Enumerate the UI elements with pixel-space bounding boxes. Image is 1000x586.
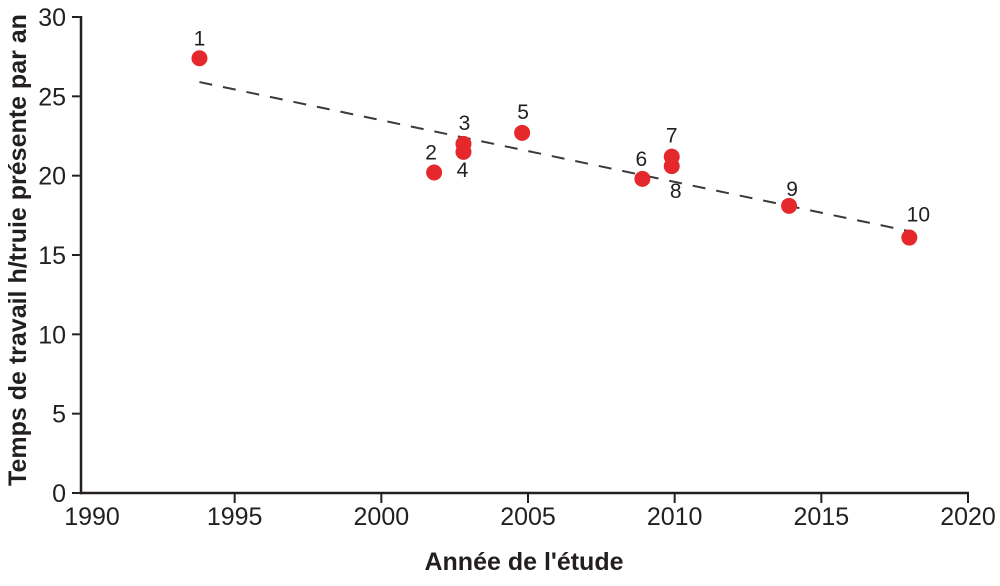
y-tick-label: 5	[52, 401, 66, 429]
y-axis-title: Temps de travail h/truie présente par an	[4, 14, 32, 486]
data-point-5	[514, 124, 531, 141]
y-tick-label: 25	[38, 83, 66, 111]
trend-line	[199, 81, 910, 233]
data-point-10	[901, 229, 918, 246]
point-label-4: 4	[457, 159, 469, 182]
data-point-2	[426, 164, 443, 181]
x-tick-label: 1995	[207, 503, 263, 531]
point-label-7: 7	[666, 125, 678, 148]
points-layer	[191, 50, 918, 246]
y-tick-label: 0	[52, 480, 66, 508]
y-tick-label: 20	[38, 163, 66, 191]
point-label-3: 3	[459, 112, 471, 135]
x-tick-label: 2005	[500, 503, 556, 531]
point-label-9: 9	[786, 178, 798, 201]
y-tick-label: 30	[38, 4, 66, 32]
point-label-2: 2	[425, 141, 437, 164]
x-tick-label: 2000	[354, 503, 410, 531]
data-point-6	[634, 170, 651, 187]
x-tick-label: 1990	[64, 503, 120, 531]
data-point-1	[191, 50, 208, 67]
data-point-8	[663, 158, 680, 175]
point-label-1: 1	[194, 27, 206, 50]
data-point-9	[781, 197, 798, 214]
y-tick-label: 15	[38, 242, 66, 270]
trend-layer	[199, 81, 910, 233]
x-tick-label: 2020	[940, 503, 996, 531]
point-label-10: 10	[907, 204, 930, 227]
y-tick-label: 10	[38, 321, 66, 349]
x-tick-label: 2015	[794, 503, 850, 531]
point-label-6: 6	[636, 148, 648, 171]
x-axis-title: Année de l'étude	[424, 548, 623, 576]
point-label-5: 5	[517, 101, 529, 124]
data-point-4	[455, 143, 472, 160]
x-tick-label: 2010	[647, 503, 703, 531]
point-label-8: 8	[670, 180, 682, 203]
